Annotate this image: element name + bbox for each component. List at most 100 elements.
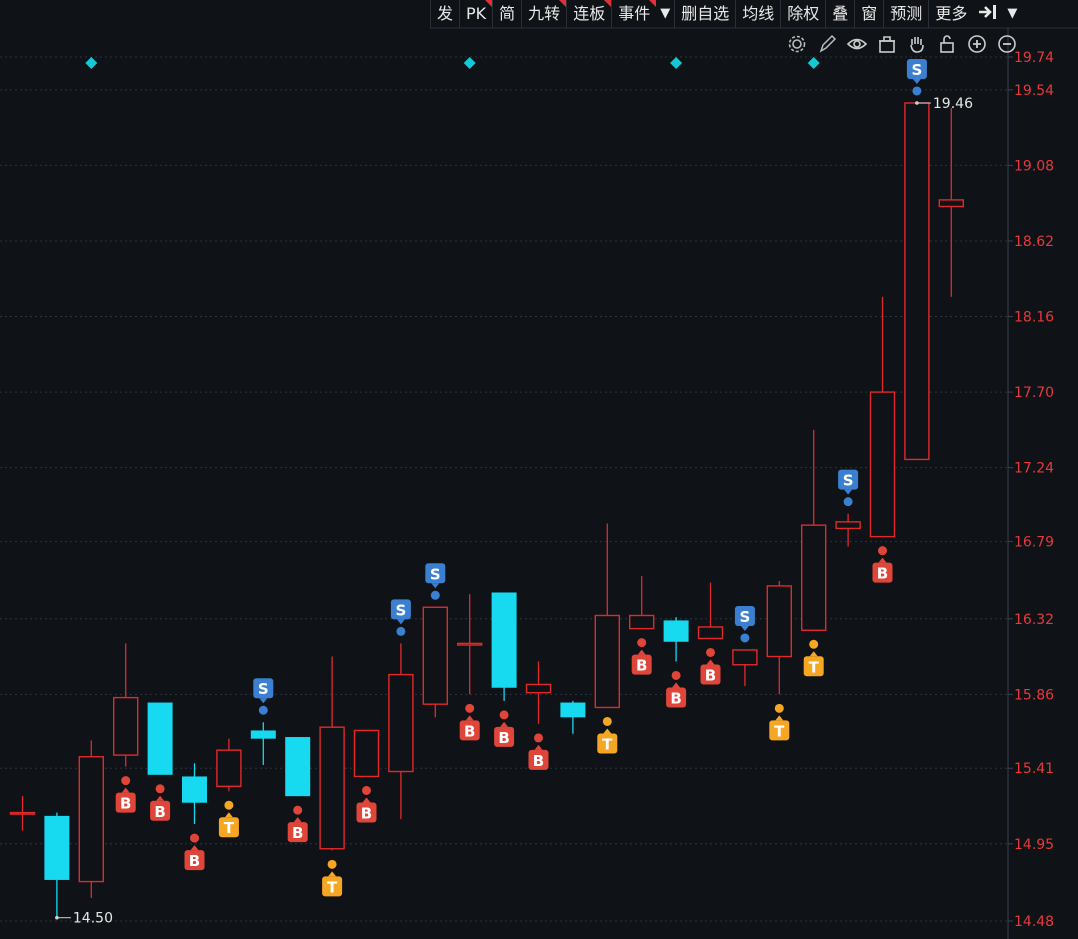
toolbar-item-8[interactable]: 均线 — [735, 0, 780, 28]
signal-marker-s: S — [838, 469, 859, 507]
candle-body — [697, 626, 724, 640]
hand-icon[interactable] — [906, 33, 928, 55]
candle — [457, 594, 483, 695]
signal-dot — [224, 800, 234, 810]
toolbar-item-3[interactable]: 九转 — [521, 0, 567, 28]
signal-marker-t: T — [597, 716, 618, 754]
signal-pointer — [293, 817, 302, 823]
candle — [78, 740, 105, 899]
event-diamond-marker — [85, 57, 98, 69]
toolbar-item-11[interactable]: 窗 — [854, 0, 883, 28]
signal-label: S — [258, 680, 269, 698]
signal-dot — [499, 710, 509, 720]
toolbar-item-7[interactable]: 删自选 — [674, 0, 735, 28]
candle — [250, 722, 276, 765]
zoom-out-icon[interactable] — [996, 33, 1018, 55]
pen-icon[interactable] — [816, 33, 838, 55]
y-tick-label: 19.74 — [1014, 50, 1054, 66]
signal-pointer — [396, 619, 405, 625]
candle-body — [835, 521, 861, 530]
y-tick-label: 19.54 — [1014, 83, 1054, 99]
candle-body — [525, 683, 552, 694]
signal-dot — [396, 626, 406, 636]
candle — [112, 643, 139, 767]
candle-body — [491, 592, 517, 688]
toolbar-item-4[interactable]: 连板 — [566, 0, 612, 28]
candle-body — [766, 585, 792, 658]
signal-dot — [534, 733, 543, 743]
signal-marker-b: B — [666, 670, 687, 708]
candle — [388, 643, 414, 820]
signal-dot — [190, 833, 199, 843]
signal-badge — [253, 678, 274, 699]
signal-pointer — [500, 721, 509, 727]
candle-body — [801, 524, 827, 631]
gear-icon[interactable] — [786, 33, 808, 55]
candle — [353, 729, 380, 778]
toolbar-item-10[interactable]: 叠 — [825, 0, 854, 28]
toolbar-item-6[interactable]: ▼ — [660, 6, 671, 21]
eye-icon[interactable] — [846, 33, 868, 55]
candle-body — [388, 673, 414, 773]
candle — [801, 429, 827, 631]
signal-label: T — [327, 878, 338, 896]
toolbar-item-12[interactable]: 预测 — [883, 0, 928, 28]
y-tick-label: 15.86 — [1014, 687, 1054, 703]
signal-badge — [322, 876, 343, 897]
candle — [285, 737, 311, 797]
signal-pointer — [465, 715, 474, 721]
signal-dot — [430, 590, 440, 600]
signal-dot — [293, 805, 303, 815]
zoom-in-icon[interactable] — [966, 33, 988, 55]
signal-marker-b: B — [494, 710, 515, 747]
signal-marker-s: S — [253, 678, 274, 715]
candle — [869, 296, 896, 538]
signal-badge — [838, 469, 859, 490]
signal-pointer — [121, 787, 130, 793]
y-tick-label: 18.62 — [1014, 234, 1054, 250]
y-tick-label: 16.32 — [1014, 612, 1054, 628]
signal-label: B — [670, 689, 681, 707]
candle — [525, 661, 552, 724]
signal-pointer — [844, 489, 853, 495]
signal-marker-t: T — [769, 703, 790, 741]
candle-body — [9, 811, 36, 815]
toolbar-more-dropdown[interactable]: ▼ — [1007, 6, 1018, 21]
signal-marker-b: B — [287, 805, 308, 843]
signal-badge — [356, 802, 377, 823]
signal-dot — [740, 633, 750, 643]
arrow-to-right-icon[interactable] — [973, 0, 1003, 31]
toolbar-item-0[interactable]: 发 — [430, 0, 459, 28]
lock-icon[interactable] — [936, 33, 958, 55]
signal-dot — [809, 639, 819, 649]
signal-dot — [878, 546, 887, 556]
candle-body — [44, 815, 70, 880]
signal-marker-b: B — [700, 647, 721, 685]
signal-dot — [258, 705, 268, 715]
signal-marker-t: T — [803, 639, 824, 677]
signal-label: B — [189, 852, 200, 870]
annotation-label: 14.50 — [73, 911, 113, 927]
toolbar-item-9[interactable]: 除权 — [780, 0, 825, 28]
y-tick-label: 14.95 — [1014, 837, 1054, 853]
basket-icon[interactable] — [876, 33, 898, 55]
candle — [182, 763, 207, 825]
signal-marker-b: B — [356, 785, 377, 823]
candle — [732, 649, 758, 687]
y-tick-label: 19.08 — [1014, 158, 1054, 174]
toolbar-item-13[interactable]: 更多 — [928, 0, 973, 28]
signal-marker-b: B — [115, 776, 136, 813]
signal-pointer — [878, 557, 887, 563]
toolbar-item-5[interactable]: 事件 — [611, 0, 657, 28]
signal-pointer — [190, 845, 199, 851]
toolbar-item-2[interactable]: 简 — [492, 0, 521, 28]
signal-pointer — [912, 78, 921, 84]
y-tick-label: 14.48 — [1014, 914, 1054, 930]
signal-label: B — [292, 824, 303, 842]
candle — [904, 102, 930, 461]
toolbar-item-1[interactable]: PK — [459, 0, 493, 28]
candle — [147, 702, 173, 775]
signal-label: B — [361, 804, 372, 822]
signal-pointer — [224, 812, 233, 818]
